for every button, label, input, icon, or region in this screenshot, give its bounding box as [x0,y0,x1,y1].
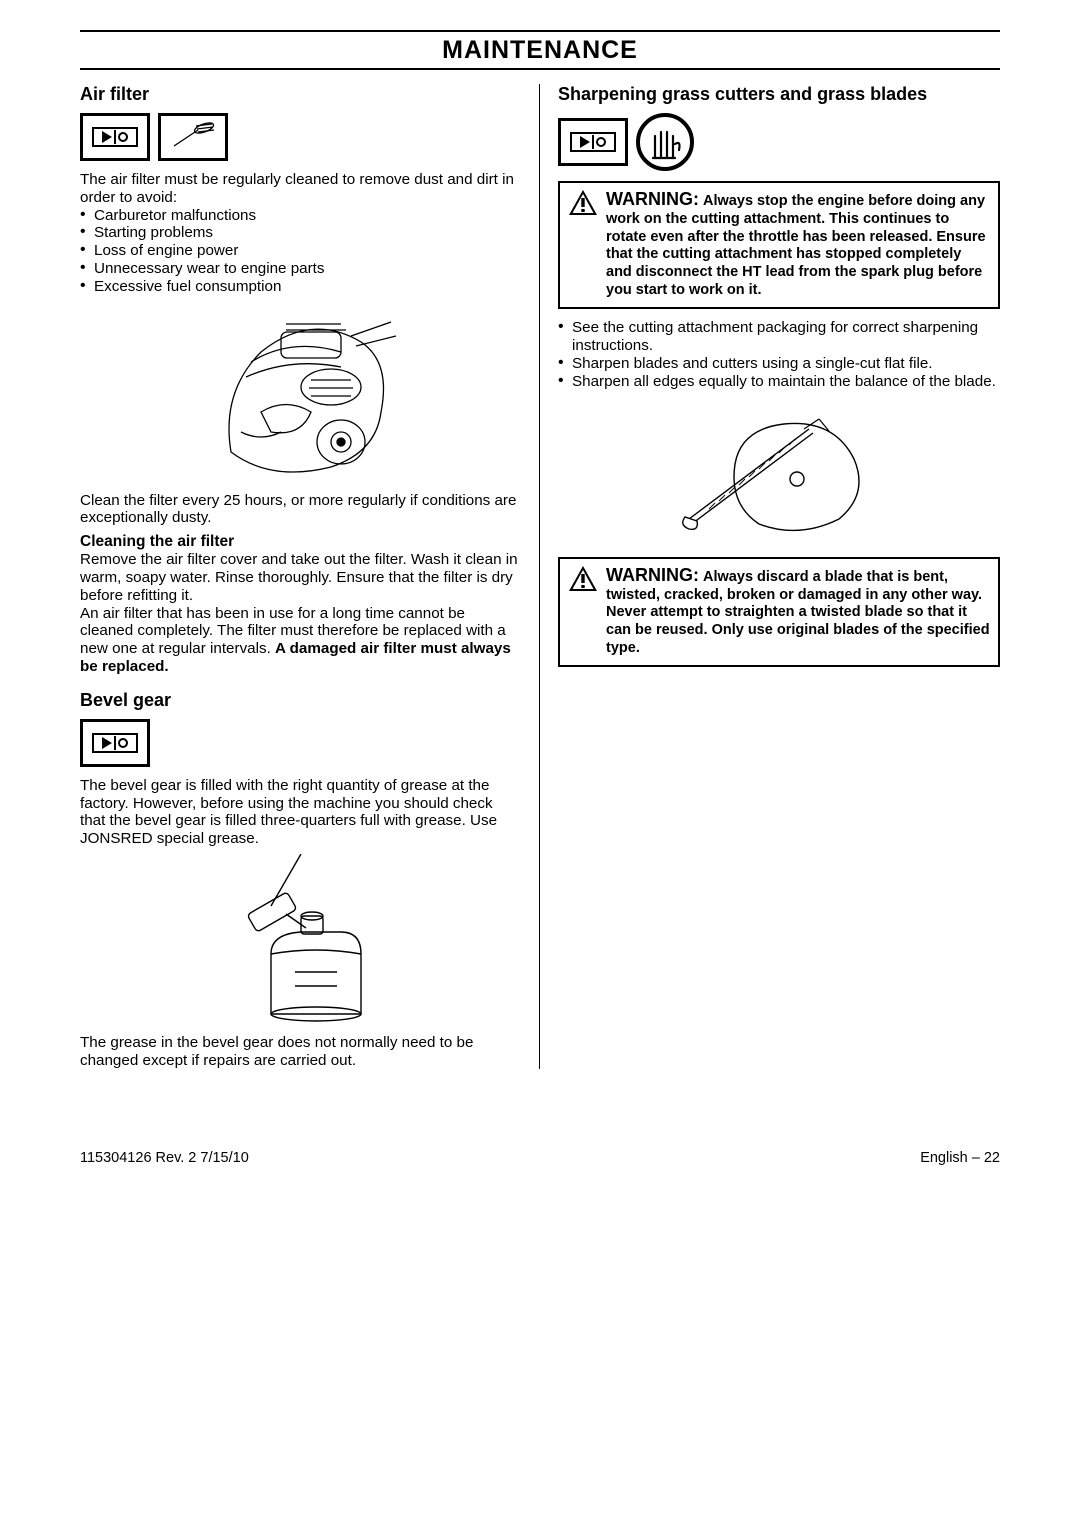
warning-box-2: WARNING: Always discard a blade that is … [558,557,1000,668]
list-item: Unnecessary wear to engine parts [80,260,521,278]
bevel-gear-icon-row [80,719,521,767]
stop-engine-icon [80,719,150,767]
cleaning-heading: Cleaning the air filter [80,533,521,551]
list-item: See the cutting attachment packaging for… [558,319,1000,355]
list-item: Excessive fuel consumption [80,278,521,296]
footer-left: 115304126 Rev. 2 7/15/10 [80,1150,249,1166]
rule-top [80,30,1000,32]
sharpen-bullets: See the cutting attachment packaging for… [558,319,1000,390]
grease-illustration [80,854,521,1024]
left-column: Air filter The air fil [80,84,540,1069]
brush-icon [158,113,228,161]
page-footer: 115304126 Rev. 2 7/15/10 English – 22 [80,1150,1000,1166]
air-filter-heading: Air filter [80,84,521,105]
warning-1-text: WARNING: Always stop the engine before d… [606,189,990,299]
bevel-gear-p2: The grease in the bevel gear does not no… [80,1034,521,1070]
right-column: Sharpening grass cutters and grass blade… [540,84,1000,1069]
engine-illustration [80,302,521,482]
warning-2-text: WARNING: Always discard a blade that is … [606,565,990,658]
list-item: Sharpen all edges equally to maintain th… [558,373,1000,391]
warning-box-1: WARNING: Always stop the engine before d… [558,181,1000,309]
stop-engine-icon [558,118,628,166]
list-item: Carburetor malfunctions [80,207,521,225]
footer-right: English – 22 [920,1150,1000,1166]
rule-under-title [80,68,1000,70]
sharpen-icons [558,113,1000,171]
bevel-gear-p1: The bevel gear is filled with the right … [80,777,521,848]
air-filter-bullets: Carburetor malfunctions Starting problem… [80,207,521,296]
sharpen-heading: Sharpening grass cutters and grass blade… [558,84,1000,105]
stop-engine-icon [80,113,150,161]
bevel-gear-heading: Bevel gear [80,690,521,711]
air-filter-intro: The air filter must be regularly cleaned… [80,171,521,207]
air-filter-icons [80,113,521,161]
warning-icon [568,565,598,658]
cleaning-p2: An air filter that has been in use for a… [80,605,521,676]
list-item: Loss of engine power [80,242,521,260]
gloves-icon [636,113,694,171]
page-title: MAINTENANCE [80,36,1000,65]
cleaning-p1: Remove the air filter cover and take out… [80,551,521,604]
list-item: Sharpen blades and cutters using a singl… [558,355,1000,373]
clean-interval-text: Clean the filter every 25 hours, or more… [80,492,521,528]
warning-icon [568,189,598,299]
blade-file-illustration [558,409,1000,539]
two-column-layout: Air filter The air fil [80,84,1000,1069]
list-item: Starting problems [80,224,521,242]
